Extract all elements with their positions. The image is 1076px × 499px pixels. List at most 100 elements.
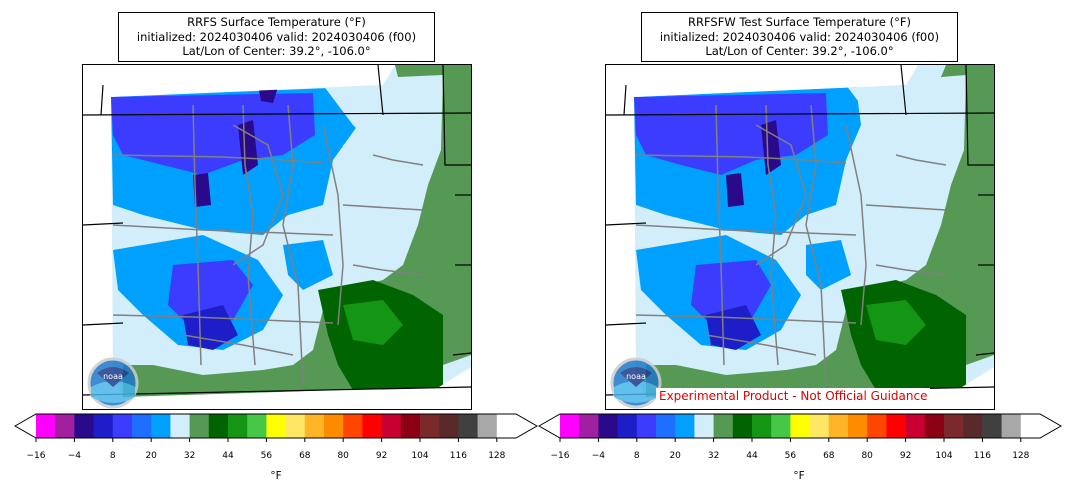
right-map-svg bbox=[606, 65, 994, 397]
colorbar-tick-label: 104 bbox=[935, 451, 953, 461]
colorbar-tick-label: 44 bbox=[222, 451, 234, 461]
colorbar-swatch bbox=[790, 414, 811, 438]
colorbar-swatch bbox=[752, 414, 772, 438]
colorbar-tick-label: −16 bbox=[550, 451, 570, 461]
left-temperature-map[interactable]: noaa bbox=[82, 64, 472, 410]
colorbar-tick-label: 92 bbox=[899, 451, 912, 461]
right-title-line1: RRFSFW Test Surface Temperature (°F) bbox=[688, 15, 911, 29]
colorbar-tick-label: 68 bbox=[823, 451, 835, 461]
colorbar-swatch bbox=[324, 414, 344, 438]
left-map-svg bbox=[83, 65, 471, 397]
left-panel: RRFS Surface Temperature (°F) initialize… bbox=[14, 12, 538, 482]
colorbar-tick-label: −16 bbox=[26, 451, 46, 461]
colorbar-tick-label: 32 bbox=[183, 451, 196, 461]
colorbar-swatch bbox=[266, 414, 287, 438]
colorbar-tick-label: 116 bbox=[973, 451, 991, 461]
colorbar-swatch bbox=[247, 414, 267, 438]
left-colorbar-unit: °F bbox=[270, 470, 282, 482]
colorbar-swatch bbox=[55, 414, 75, 438]
noaa-logo-icon: noaa bbox=[87, 357, 139, 409]
colorbar-tick-label: 20 bbox=[669, 451, 681, 461]
noaa-logo-icon: noaa bbox=[610, 357, 662, 409]
right-panel: RRFSFW Test Surface Temperature (°F) ini… bbox=[538, 0, 1076, 499]
colorbar-tick-label: 80 bbox=[337, 451, 349, 461]
colorbar-right-arrow bbox=[1040, 414, 1061, 438]
colorbar-tick-label: 68 bbox=[299, 451, 311, 461]
right-colorbar-unit: °F bbox=[793, 470, 805, 482]
colorbar-swatch bbox=[112, 414, 133, 438]
left-logo-text: noaa bbox=[103, 372, 123, 381]
colorbar-swatch bbox=[675, 414, 695, 438]
colorbar-swatch bbox=[170, 414, 191, 438]
colorbar-swatch bbox=[828, 414, 849, 438]
colorbar-tick-label: 56 bbox=[260, 451, 273, 461]
colorbar-swatch bbox=[74, 414, 95, 438]
colorbar-tick-label: 8 bbox=[633, 451, 640, 461]
colorbar-swatch bbox=[343, 414, 363, 438]
colorbar-tick-label: 80 bbox=[861, 451, 873, 461]
colorbar-swatch bbox=[867, 414, 887, 438]
colorbar-swatch bbox=[579, 414, 599, 438]
colorbar-swatch bbox=[982, 414, 1003, 438]
left-title-line3: Lat/Lon of Center: 39.2°, -106.0° bbox=[182, 44, 371, 58]
right-title-line2: initialized: 2024030406 valid: 202403040… bbox=[659, 29, 940, 44]
colorbar-right-arrow bbox=[516, 414, 537, 438]
left-title-line2: initialized: 2024030406 valid: 202403040… bbox=[136, 29, 417, 44]
colorbar-swatch bbox=[560, 414, 580, 438]
colorbar-tick-label: 20 bbox=[145, 451, 157, 461]
colorbar-swatch bbox=[36, 414, 56, 438]
colorbar-tick-label: 116 bbox=[449, 451, 467, 461]
disclaimer-label: Experimental Product - Not Official Guid… bbox=[656, 388, 931, 404]
colorbar-swatch bbox=[656, 414, 676, 438]
left-title-line1: RRFS Surface Temperature (°F) bbox=[187, 15, 366, 29]
colorbar-tick-label: 128 bbox=[488, 451, 506, 461]
colorbar-swatch bbox=[1001, 414, 1022, 438]
colorbar-swatch bbox=[963, 414, 983, 438]
colorbar-swatch bbox=[151, 414, 171, 438]
colorbar-swatch bbox=[713, 414, 734, 438]
colorbar-swatch bbox=[381, 414, 402, 438]
colorbar-swatch bbox=[400, 414, 421, 438]
colorbar-swatch bbox=[439, 414, 459, 438]
colorbar-swatch bbox=[848, 414, 868, 438]
colorbar-swatch bbox=[189, 414, 210, 438]
colorbar-swatch bbox=[304, 414, 325, 438]
colorbar-swatch bbox=[93, 414, 114, 438]
colorbar-swatch bbox=[132, 414, 152, 438]
colorbar-swatch bbox=[732, 414, 753, 438]
right-colorbar bbox=[538, 413, 1062, 442]
colorbar-swatch bbox=[771, 414, 791, 438]
left-title-box: RRFS Surface Temperature (°F) initialize… bbox=[118, 12, 435, 62]
colorbar-tick-label: 44 bbox=[746, 451, 758, 461]
colorbar-tick-label: 128 bbox=[1012, 451, 1030, 461]
colorbar-swatch bbox=[1020, 414, 1041, 438]
colorbar-swatch bbox=[694, 414, 715, 438]
colorbar-swatch bbox=[617, 414, 638, 438]
right-temperature-map[interactable]: noaa Experimental Product - Not Official… bbox=[605, 64, 995, 410]
colorbar-tick-label: 8 bbox=[109, 451, 116, 461]
right-title-box: RRFSFW Test Surface Temperature (°F) ini… bbox=[641, 12, 958, 62]
colorbar-swatch bbox=[208, 414, 229, 438]
colorbar-swatch bbox=[598, 414, 619, 438]
colorbar-left-arrow bbox=[539, 414, 560, 438]
colorbar-tick-label: 104 bbox=[411, 451, 429, 461]
left-colorbar bbox=[14, 413, 538, 442]
colorbar-tick-label: −4 bbox=[591, 451, 606, 461]
right-logo-text: noaa bbox=[626, 372, 646, 381]
right-title-line3: Lat/Lon of Center: 39.2°, -106.0° bbox=[705, 44, 894, 58]
colorbar-swatch bbox=[477, 414, 498, 438]
colorbar-swatch bbox=[362, 414, 383, 438]
colorbar-swatch bbox=[944, 414, 964, 438]
colorbar-swatch bbox=[228, 414, 248, 438]
colorbar-tick-label: 92 bbox=[375, 451, 388, 461]
colorbar-tick-label: −4 bbox=[67, 451, 82, 461]
colorbar-swatch bbox=[886, 414, 907, 438]
colorbar-swatch bbox=[496, 414, 517, 438]
colorbar-tick-label: 32 bbox=[707, 451, 720, 461]
colorbar-swatch bbox=[636, 414, 657, 438]
colorbar-swatch bbox=[905, 414, 926, 438]
colorbar-tick-label: 56 bbox=[784, 451, 797, 461]
colorbar-swatch bbox=[420, 414, 440, 438]
colorbar-swatch bbox=[458, 414, 479, 438]
colorbar-swatch bbox=[809, 414, 830, 438]
